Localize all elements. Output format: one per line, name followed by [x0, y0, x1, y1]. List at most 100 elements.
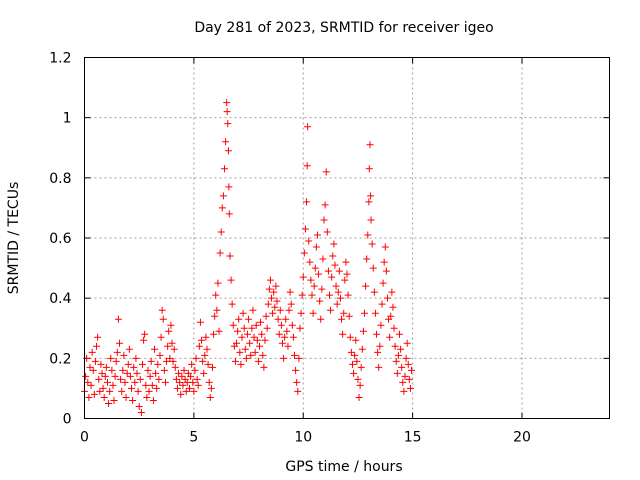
data-point — [114, 315, 122, 323]
data-point — [293, 378, 301, 386]
data-point — [175, 369, 183, 377]
data-point — [201, 351, 209, 359]
data-point — [403, 339, 411, 347]
data-point — [318, 285, 326, 293]
x-tick-label: 0 — [80, 430, 89, 446]
data-point — [379, 279, 387, 287]
data-point — [234, 327, 242, 335]
data-point — [274, 315, 282, 323]
data-point — [399, 378, 407, 386]
data-point — [166, 354, 174, 362]
data-point — [215, 327, 223, 335]
data-point — [165, 327, 173, 335]
data-point — [341, 276, 349, 284]
data-point — [326, 291, 333, 299]
data-point — [142, 381, 150, 389]
data-point — [269, 309, 277, 317]
data-point — [259, 351, 267, 359]
data-point — [238, 333, 246, 341]
data-point — [386, 333, 394, 341]
data-points — [81, 99, 416, 416]
data-point — [119, 366, 127, 374]
data-point — [304, 123, 312, 131]
x-axis-label: GPS time / hours — [285, 459, 402, 475]
data-point — [402, 354, 410, 362]
data-point — [128, 384, 136, 392]
data-point — [212, 291, 220, 299]
data-point — [264, 300, 272, 308]
data-point — [282, 315, 290, 323]
grid — [84, 57, 610, 419]
data-point — [178, 372, 186, 380]
data-point — [147, 357, 155, 365]
data-point — [342, 258, 350, 266]
data-point — [396, 330, 403, 338]
data-point — [208, 363, 216, 371]
data-point — [116, 339, 123, 347]
data-point — [167, 321, 175, 329]
data-point — [254, 357, 262, 365]
data-point — [348, 360, 356, 368]
data-point — [283, 327, 291, 335]
data-point — [400, 387, 408, 395]
data-point — [151, 345, 158, 353]
data-point — [205, 378, 213, 386]
data-point — [231, 357, 239, 365]
data-point — [286, 288, 294, 296]
data-point — [408, 366, 416, 374]
data-point — [247, 351, 255, 359]
data-point — [224, 147, 232, 155]
data-point — [177, 390, 185, 398]
data-point — [361, 309, 368, 317]
data-point — [141, 330, 149, 338]
data-point — [359, 327, 367, 335]
data-point — [266, 276, 274, 284]
data-point — [303, 198, 311, 206]
data-point — [199, 357, 207, 365]
data-point — [371, 309, 379, 317]
data-point — [211, 312, 219, 320]
data-point — [106, 387, 114, 395]
data-point — [246, 339, 254, 347]
data-point — [157, 333, 165, 341]
y-tick-label: 0.8 — [49, 171, 71, 187]
data-point — [353, 357, 361, 365]
data-point — [367, 192, 375, 200]
data-point — [364, 231, 372, 239]
data-point — [249, 306, 257, 314]
data-point — [153, 384, 161, 392]
data-point — [168, 339, 176, 347]
data-point — [243, 330, 251, 338]
data-point — [102, 363, 110, 371]
data-point — [298, 291, 306, 299]
data-point — [260, 363, 268, 371]
data-point — [203, 345, 211, 353]
data-point — [275, 330, 283, 338]
data-point — [294, 387, 302, 395]
data-point — [130, 363, 138, 371]
data-point — [169, 357, 177, 365]
data-point — [373, 330, 381, 338]
data-point — [121, 378, 129, 386]
data-point — [132, 354, 140, 362]
data-point — [405, 375, 413, 383]
x-tick-label: 10 — [294, 430, 312, 446]
data-point — [374, 348, 382, 356]
data-point — [362, 282, 370, 290]
data-point — [383, 294, 391, 302]
data-point — [320, 216, 328, 224]
data-point — [381, 243, 389, 251]
data-point — [223, 99, 231, 107]
data-point — [327, 306, 335, 314]
data-point — [148, 381, 156, 389]
data-point — [312, 243, 320, 251]
data-point — [308, 291, 316, 299]
data-point — [299, 273, 307, 281]
data-point — [356, 381, 364, 389]
data-point — [350, 369, 358, 377]
data-point — [226, 252, 234, 260]
data-point — [263, 324, 271, 332]
data-point — [291, 351, 298, 359]
data-point — [272, 282, 280, 290]
